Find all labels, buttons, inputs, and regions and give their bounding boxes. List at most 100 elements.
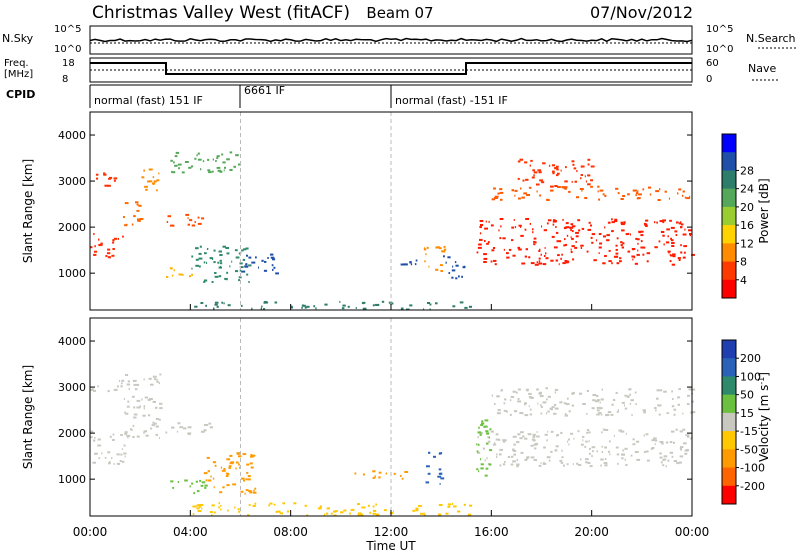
- velocity-cell: [501, 388, 503, 391]
- power-cell: [235, 270, 239, 273]
- velocity-cell: [592, 394, 597, 396]
- power-cell: [514, 194, 516, 197]
- velocity-cell: [666, 412, 669, 415]
- velocity-cell: [477, 443, 480, 446]
- velocity-cell: [159, 373, 162, 376]
- date-label: 07/Nov/2012: [590, 3, 693, 22]
- velocity-region-1: [90, 379, 125, 393]
- velocity-colorbar: 200 100 50 15 -15 -50 -100 -200: [721, 339, 765, 505]
- velocity-cell: [92, 439, 96, 442]
- velocity-cell: [273, 503, 276, 506]
- power-cell: [675, 234, 678, 236]
- velocity-cell: [601, 431, 603, 434]
- velocity-cell: [616, 453, 620, 456]
- power-cell: [512, 254, 516, 257]
- power-cell: [544, 255, 546, 257]
- velocity-cell: [131, 395, 135, 398]
- velocity-cell: [645, 433, 649, 436]
- velocity-cell: [686, 403, 690, 406]
- power-cell: [542, 162, 546, 165]
- velocity-cell: [254, 487, 257, 490]
- power-cell: [635, 194, 637, 197]
- velocity-cell: [378, 476, 381, 479]
- velocity-cell: [192, 513, 195, 516]
- velocity-cell: [498, 438, 501, 441]
- power-cell: [455, 277, 458, 280]
- power-cell: [552, 172, 555, 175]
- power-cell: [199, 245, 202, 248]
- power-cell: [571, 230, 574, 233]
- nsky-tick-lo: 10^0: [54, 44, 81, 55]
- velocity-cell: [671, 405, 675, 408]
- velocity-cell: [586, 390, 589, 392]
- power-cell: [570, 251, 573, 253]
- power-cell: [499, 237, 502, 240]
- velocity-cell: [609, 440, 611, 443]
- velocity-cell: [334, 510, 338, 513]
- velocity-cell: [156, 380, 159, 383]
- velocity-cell: [111, 439, 115, 441]
- velocity-cell: [476, 450, 479, 453]
- power-cell: [684, 196, 687, 199]
- velocity-cell: [427, 472, 431, 475]
- velocity-cell: [235, 461, 239, 464]
- power-cell: [138, 204, 142, 207]
- velocity-cell: [660, 461, 663, 464]
- power-cell: [400, 307, 404, 310]
- velocity-cell: [517, 388, 521, 391]
- velocity-cell: [547, 395, 551, 398]
- velocity-cell: [250, 455, 254, 458]
- velocity-cell: [104, 456, 107, 459]
- power-cell: [261, 259, 264, 262]
- velocity-region-5: [203, 452, 257, 495]
- power-cell: [538, 260, 541, 263]
- power-cell: [493, 197, 498, 199]
- velocity-cell: [148, 377, 152, 380]
- velocity-cell: [609, 453, 611, 456]
- velocity-cell: [662, 464, 665, 467]
- velocity-colorbar-tick-label: -50: [740, 443, 758, 456]
- velocity-cell: [517, 398, 520, 400]
- velocity-cell: [651, 439, 656, 442]
- power-cell: [195, 247, 199, 250]
- velocity-cell: [643, 411, 646, 414]
- power-cell: [563, 227, 567, 230]
- velocity-cell: [238, 510, 240, 513]
- power-ylabel: Slant Range [km]: [21, 159, 35, 263]
- velocity-cell: [665, 465, 667, 468]
- velocity-cell: [227, 509, 229, 512]
- velocity-cell: [242, 453, 247, 456]
- power-cell: [263, 301, 267, 304]
- velocity-cell: [401, 477, 404, 480]
- power-cell: [654, 246, 658, 249]
- power-cell: [525, 218, 529, 220]
- power-cell: [565, 222, 569, 225]
- power-cell: [525, 178, 529, 181]
- velocity-cell: [510, 455, 514, 458]
- velocity-cell: [425, 481, 430, 484]
- power-cell: [200, 302, 204, 304]
- power-cell: [124, 224, 128, 227]
- velocity-cell: [554, 391, 557, 394]
- velocity-cell: [604, 458, 607, 460]
- velocity-cell: [440, 477, 445, 480]
- velocity-cell: [604, 429, 609, 431]
- power-cell: [490, 260, 493, 263]
- velocity-cell: [536, 435, 540, 438]
- velocity-cell: [545, 412, 548, 415]
- velocity-cell: [177, 481, 179, 483]
- power-colorbar-swatch: [722, 243, 736, 263]
- power-region-11: [443, 255, 466, 280]
- velocity-cell: [439, 482, 441, 485]
- velocity-cell: [250, 466, 254, 469]
- power-cell: [423, 248, 427, 251]
- power-cell: [427, 302, 431, 304]
- power-region-13: [491, 185, 691, 201]
- power-cell: [238, 279, 240, 282]
- power-cell: [211, 281, 214, 283]
- velocity-cell: [219, 491, 223, 494]
- power-cell: [607, 221, 611, 224]
- power-cell: [492, 247, 496, 249]
- power-cell: [642, 246, 646, 249]
- power-colorbar-tick-label: 24: [740, 183, 754, 196]
